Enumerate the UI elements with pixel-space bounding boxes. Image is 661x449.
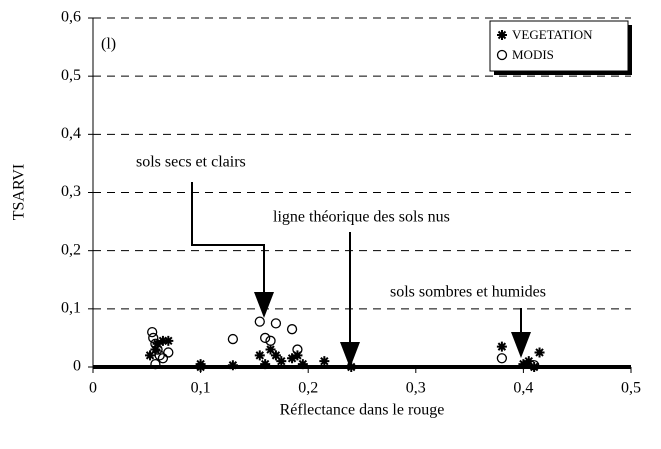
arrowhead bbox=[511, 332, 531, 358]
arrowhead bbox=[254, 292, 274, 318]
point bbox=[265, 344, 276, 355]
point bbox=[163, 335, 174, 346]
point bbox=[287, 353, 298, 364]
arrow bbox=[191, 182, 265, 300]
y-axis-label: TSARVI bbox=[11, 164, 28, 221]
point bbox=[496, 353, 508, 364]
point bbox=[270, 350, 281, 361]
point bbox=[227, 333, 239, 345]
point bbox=[523, 356, 534, 367]
point bbox=[150, 344, 161, 355]
point bbox=[260, 359, 271, 370]
point bbox=[148, 332, 159, 344]
y-tick-label: 0,2 bbox=[61, 241, 81, 258]
legend bbox=[489, 20, 629, 72]
point bbox=[270, 318, 282, 329]
legend-label: MODIS bbox=[512, 47, 554, 62]
point bbox=[163, 347, 174, 358]
point bbox=[157, 335, 168, 346]
point bbox=[319, 356, 330, 367]
x-axis-label: Réflectance dans le rouge bbox=[280, 402, 445, 419]
point bbox=[147, 326, 158, 338]
y-tick-label: 0,5 bbox=[61, 67, 81, 84]
x-tick-label: 0,3 bbox=[406, 380, 426, 397]
point bbox=[346, 362, 357, 372]
x-tick-label: 0,2 bbox=[298, 380, 318, 397]
point bbox=[496, 341, 507, 352]
point bbox=[254, 350, 265, 361]
x-tick-label: 0,4 bbox=[513, 380, 533, 397]
point bbox=[145, 350, 156, 361]
point bbox=[152, 338, 163, 349]
point bbox=[292, 344, 303, 355]
point bbox=[529, 362, 540, 372]
point bbox=[227, 360, 238, 371]
point bbox=[534, 347, 545, 358]
annotation: sols sombres et humides bbox=[390, 284, 546, 301]
x-tick-label: 0,5 bbox=[621, 380, 641, 397]
point bbox=[260, 332, 271, 344]
arrowhead bbox=[340, 342, 360, 368]
point bbox=[152, 344, 163, 355]
point bbox=[518, 359, 529, 370]
y-tick-label: 0,6 bbox=[61, 9, 81, 26]
annotation: (l) bbox=[101, 36, 116, 53]
point bbox=[276, 356, 287, 367]
point bbox=[254, 316, 265, 327]
x-tick-label: 0 bbox=[89, 380, 97, 397]
legend-label: VEGETATION bbox=[512, 27, 593, 42]
point bbox=[297, 359, 308, 370]
legend-marker bbox=[497, 30, 507, 40]
point bbox=[195, 362, 206, 372]
annotation: ligne théorique des sols nus bbox=[273, 209, 450, 226]
point bbox=[150, 358, 161, 370]
annotation: sols secs et clairs bbox=[136, 154, 246, 171]
point bbox=[265, 335, 276, 346]
point bbox=[150, 338, 161, 349]
y-tick-label: 0 bbox=[73, 358, 81, 375]
point bbox=[529, 360, 540, 371]
y-tick-label: 0,3 bbox=[61, 183, 81, 200]
point bbox=[286, 324, 298, 335]
legend-marker bbox=[496, 49, 508, 61]
point bbox=[292, 350, 303, 361]
y-tick-label: 0,1 bbox=[61, 300, 81, 317]
x-tick-label: 0,1 bbox=[191, 380, 211, 397]
point bbox=[157, 353, 169, 364]
grid bbox=[93, 17, 631, 310]
y-tick-label: 0,4 bbox=[61, 125, 81, 142]
